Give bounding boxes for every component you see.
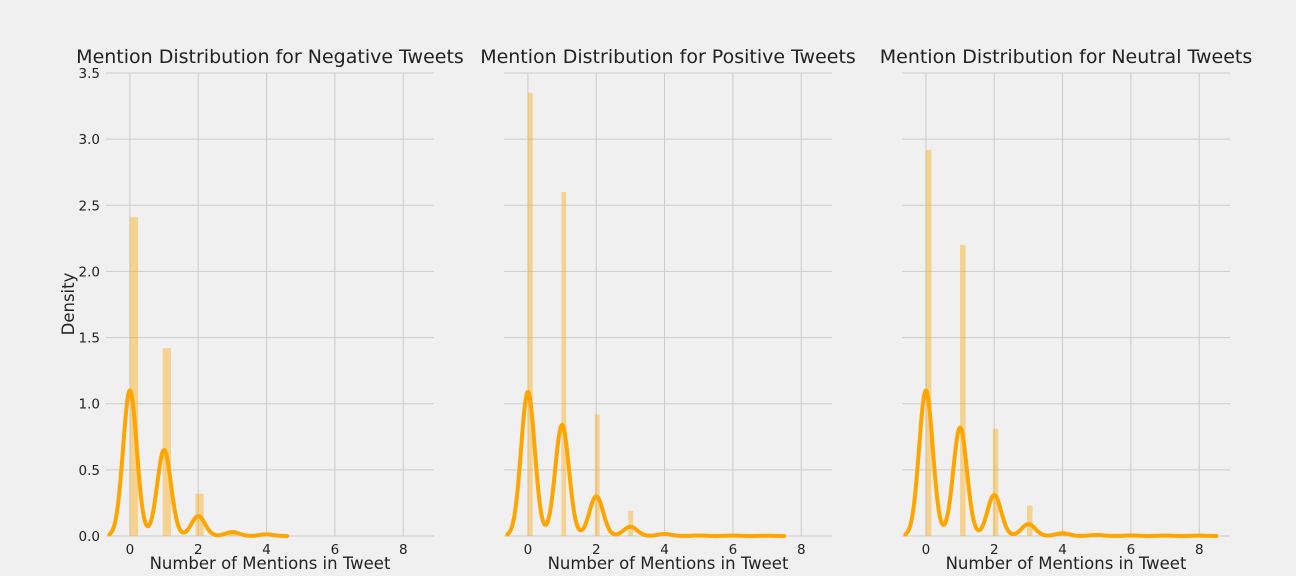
x-tick-label: 2: [194, 542, 203, 558]
gridlines: [106, 72, 434, 537]
histogram-bar: [960, 244, 966, 536]
x-tick-label: 6: [331, 542, 340, 558]
histogram-bar: [594, 414, 600, 536]
y-tick-label: 3.5: [79, 66, 100, 82]
x-tick-label: 4: [1058, 542, 1067, 558]
x-axis-label: Number of Mentions in Tweet: [150, 554, 391, 573]
panel-negative: Mention Distribution for Negative Tweets…: [59, 46, 464, 573]
histogram-bar: [925, 149, 932, 536]
x-tick-label: 2: [990, 542, 999, 558]
kde-line: [107, 388, 290, 538]
x-tick-label: 8: [399, 542, 408, 558]
panel-neutral: Mention Distribution for Neutral Tweets …: [880, 46, 1253, 573]
tick-labels: 0 2 4 6 8: [524, 542, 806, 558]
kde-line: [505, 389, 787, 538]
histogram-bar: [992, 428, 999, 536]
x-tick-label: 6: [729, 542, 738, 558]
x-tick-label: 8: [1195, 542, 1204, 558]
histogram-bar: [628, 510, 634, 536]
y-tick-label: 0.5: [79, 463, 100, 479]
y-tick-label: 1.5: [79, 331, 100, 347]
histogram-bar: [561, 192, 567, 537]
histogram-bar: [1027, 505, 1033, 536]
y-tick-label: 2.0: [79, 264, 100, 280]
x-tick-label: 0: [126, 542, 135, 558]
kde-curve: [107, 388, 290, 538]
panel-positive: Mention Distribution for Positive Tweets…: [480, 46, 856, 573]
kde-line: [903, 388, 1219, 538]
histogram-bar: [527, 92, 533, 536]
tick-labels: 0 2 4 6 8 0.0 0.5 1.0 1.5 2.0 2.5 3.0 3.5: [79, 66, 408, 558]
x-tick-label: 4: [660, 542, 669, 558]
x-axis-label: Number of Mentions in Tweet: [548, 554, 789, 573]
y-tick-label: 0.0: [79, 529, 100, 545]
panel-title: Mention Distribution for Positive Tweets: [480, 46, 856, 68]
y-axis-label: Density: [59, 272, 78, 335]
panel-title: Mention Distribution for Negative Tweets: [76, 46, 464, 68]
y-tick-label: 3.0: [79, 132, 100, 148]
histogram-bar: [162, 348, 171, 536]
histogram-bar: [129, 217, 139, 537]
y-tick-label: 2.5: [79, 198, 100, 214]
kde-curve: [903, 388, 1219, 538]
y-tick-label: 1.0: [79, 397, 100, 413]
x-tick-label: 2: [592, 542, 601, 558]
gridlines: [504, 72, 832, 537]
tick-labels: 0 2 4 6 8: [922, 542, 1204, 558]
x-tick-label: 0: [922, 542, 931, 558]
panel-title: Mention Distribution for Neutral Tweets: [880, 46, 1253, 68]
x-tick-label: 4: [262, 542, 271, 558]
x-tick-label: 8: [797, 542, 806, 558]
x-axis-label: Number of Mentions in Tweet: [946, 554, 1187, 573]
kde-curve: [505, 389, 787, 538]
x-tick-label: 0: [524, 542, 533, 558]
x-tick-label: 6: [1127, 542, 1136, 558]
